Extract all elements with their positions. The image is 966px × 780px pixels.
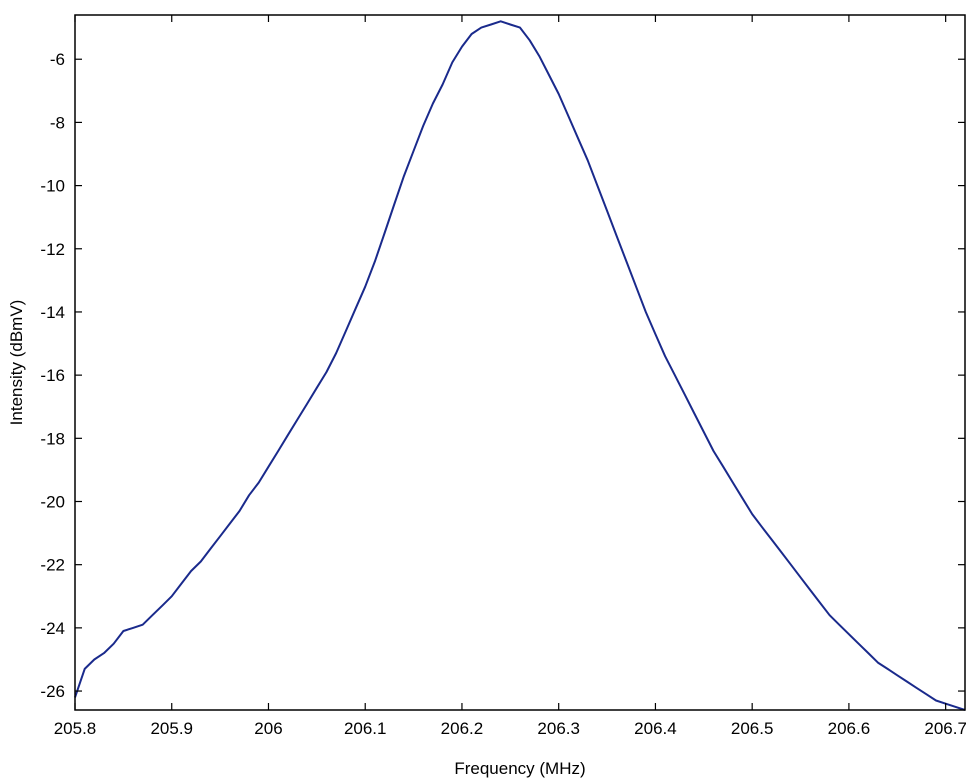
x-tick-label: 206.2 <box>441 719 484 738</box>
x-tick-label: 206.3 <box>537 719 580 738</box>
x-tick-label: 206.1 <box>344 719 387 738</box>
y-tick-label: -18 <box>40 429 65 448</box>
x-tick-label: 206 <box>254 719 282 738</box>
y-tick-label: -10 <box>40 177 65 196</box>
x-tick-label: 205.8 <box>54 719 97 738</box>
x-tick-label: 206.5 <box>731 719 774 738</box>
x-axis-label: Frequency (MHz) <box>454 759 585 778</box>
ticks: 205.8 205.9 206 206.1 206.2 206.3 206.4 206.5 20… <box>40 15 966 738</box>
y-tick-label: -26 <box>40 682 65 701</box>
y-tick-label: -6 <box>50 50 65 69</box>
axes-box <box>74 14 966 711</box>
y-tick-label: -16 <box>40 366 65 385</box>
x-tick-label: 206.7 <box>924 719 966 738</box>
x-tick-label: 205.9 <box>150 719 193 738</box>
x-tick-label: 206.6 <box>828 719 871 738</box>
y-tick-label: -8 <box>50 113 65 132</box>
y-axis-label: Intensity (dBmV) <box>7 300 26 426</box>
y-tick-label: -14 <box>40 303 65 322</box>
y-tick-label: -20 <box>40 493 65 512</box>
x-tick-label: 206.4 <box>634 719 677 738</box>
series-line <box>74 20 966 711</box>
y-tick-label: -22 <box>40 556 65 575</box>
y-tick-label: -24 <box>40 619 65 638</box>
y-tick-label: -12 <box>40 240 65 259</box>
